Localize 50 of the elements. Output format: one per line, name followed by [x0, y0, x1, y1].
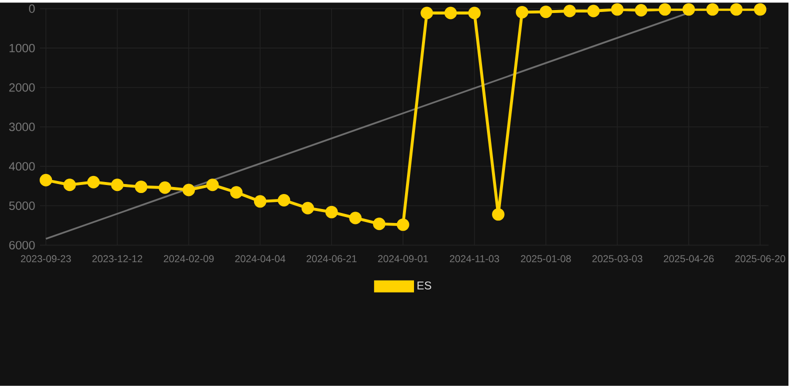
x-tick-label: 2023-09-23: [20, 255, 71, 262]
point: [706, 3, 719, 16]
point: [111, 178, 124, 192]
point: [158, 181, 172, 194]
point: [658, 3, 672, 16]
y-tick-label: 1000: [10, 44, 35, 52]
x-tick-label: 2024-09-01: [378, 255, 428, 262]
point: [587, 4, 600, 18]
point: [134, 180, 148, 194]
point: [468, 6, 481, 20]
point: [302, 202, 314, 214]
y-tick-label: 4000: [8, 162, 35, 171]
point: [611, 3, 624, 16]
point: [206, 178, 219, 192]
point: [182, 184, 195, 196]
x-tick-label: 2024-11-03: [450, 255, 500, 262]
point: [516, 6, 528, 18]
point: [754, 3, 766, 16]
point: [325, 206, 338, 218]
point: [396, 218, 410, 231]
point: [40, 174, 52, 186]
x-tick-label: 2025-01-08: [520, 255, 571, 262]
x-tick-label: 2025-03-03: [592, 255, 642, 262]
point: [372, 218, 386, 230]
point: [349, 212, 362, 224]
point: [444, 6, 457, 20]
legend-label: ES: [418, 282, 432, 290]
x-tick-label: 2024-02-09: [164, 255, 214, 262]
point: [278, 194, 290, 207]
x-tick-label: 2025-04-26: [664, 255, 714, 262]
x-tick-label: 2025-06-20: [735, 255, 786, 262]
y-tick-label: 0: [29, 4, 35, 13]
x-tick-label: 2024-06-21: [306, 255, 357, 262]
y-tick-label: 3000: [9, 122, 35, 132]
point: [730, 3, 743, 16]
point: [420, 6, 434, 20]
y-tick-label: 2000: [9, 83, 35, 92]
point: [682, 3, 695, 16]
y-tick-label: 5000: [9, 202, 35, 210]
point: [634, 4, 648, 17]
point: [254, 195, 266, 208]
x-tick-label: 2024-04-04: [235, 255, 286, 262]
point: [87, 176, 100, 188]
point: [63, 178, 76, 192]
point: [230, 186, 243, 199]
point: [563, 4, 576, 18]
y-tick-label: 6000: [9, 240, 35, 250]
point: [492, 208, 504, 221]
x-tick-label: 2023-12-12: [92, 255, 142, 262]
point: [540, 6, 552, 18]
